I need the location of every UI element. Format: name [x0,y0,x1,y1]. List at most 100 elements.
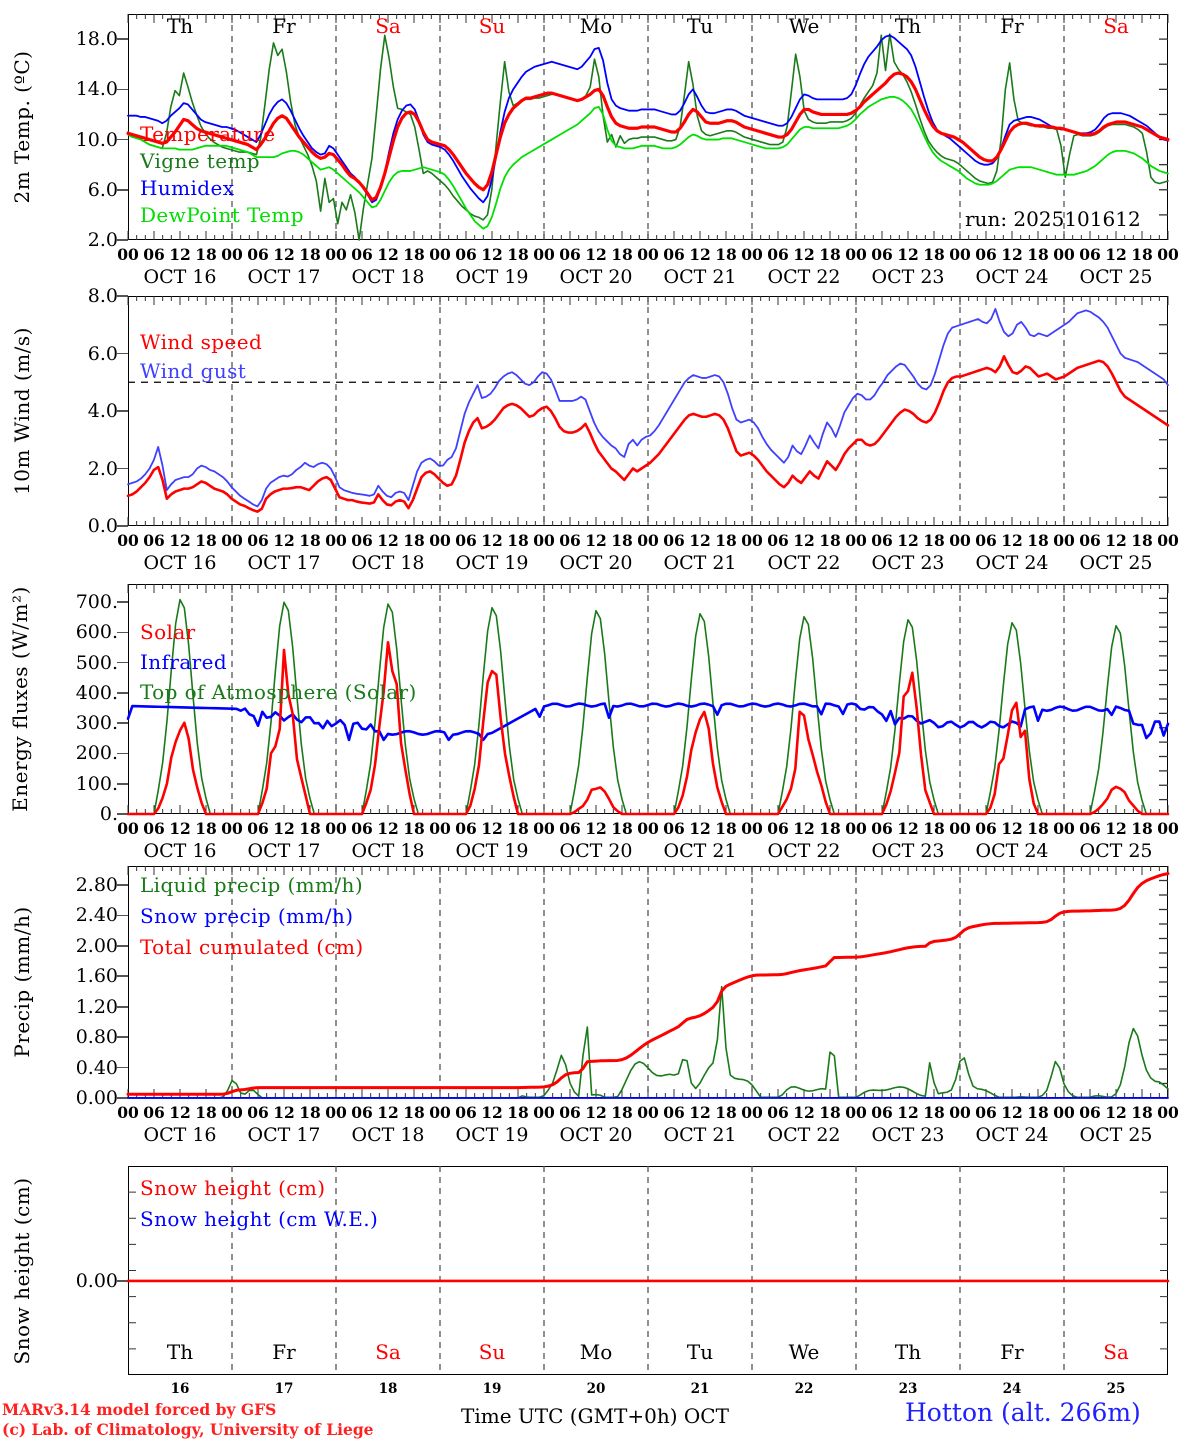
y-tick-label: 500. [75,651,118,674]
series-canvas-wind [126,296,1170,526]
x-hour-label: 12 [1105,1103,1127,1122]
y-tick-label: 200. [75,742,118,765]
x-hour-label: 18 [1131,1103,1153,1122]
x-day-label: OCT 24 [975,1124,1049,1146]
x-hour-label: 00 [637,531,659,550]
y-tick-label: 2.0 [87,457,118,480]
x-hour-label: 06 [351,1103,373,1122]
x-hour-label: 06 [871,531,893,550]
x-hour-label: 18 [195,1103,217,1122]
x-hour-label: 00 [1157,531,1179,550]
x-hour-label: 00 [533,245,555,264]
y-tick-label: 0.00 [75,1087,118,1109]
x-day-label: OCT 25 [1079,266,1153,288]
y-tick-label: 1.20 [75,995,118,1018]
y-axis-label-temperature: 2m Temp. (ºC) [10,50,34,204]
x-hour-label: 18 [299,531,321,550]
x-hour-label: 18 [1131,245,1153,264]
x-hour-label: 06 [455,531,477,550]
x-hour-label: 18 [923,531,945,550]
y-tick-mark [117,1005,128,1008]
x-day-label: OCT 23 [871,1124,945,1146]
x-day-number: 19 [482,1381,502,1397]
x-day-label: OCT 16 [143,552,217,574]
x-hour-label: 18 [507,819,529,838]
x-hour-label: 06 [767,1103,789,1122]
x-day-number: 24 [1002,1381,1022,1397]
x-day-label: OCT 22 [767,552,841,574]
x-day-label: OCT 22 [767,266,841,288]
x-hour-label: 06 [351,245,373,264]
x-hour-label: 00 [117,531,139,550]
x-hour-label: 18 [611,531,633,550]
x-hour-label: 00 [533,819,555,838]
x-hour-label: 00 [325,245,347,264]
day-of-week-label: Fr [1000,1340,1024,1364]
y-tick-label: 6.0 [87,178,118,201]
x-day-label: OCT 24 [975,840,1049,862]
x-hour-label: 06 [767,531,789,550]
legend-infrared: Infrared [140,650,228,674]
x-hour-label: 06 [1079,531,1101,550]
legend-total-cumulated-cm-: Total cumulated (cm) [140,935,364,959]
x-hour-label: 00 [1053,245,1075,264]
series-line-infrared [126,702,1170,742]
x-hour-label: 12 [377,531,399,550]
y-tick-mark [117,138,128,141]
x-hour-label: 00 [845,531,867,550]
x-day-number: 17 [274,1381,294,1397]
y-tick-label: 0.80 [75,1026,118,1049]
day-of-week-label: Fr [1000,14,1024,38]
x-hour-label: 00 [1157,819,1179,838]
y-tick-mark [117,1097,128,1099]
day-of-week-label: Mo [579,1340,613,1364]
x-hour-label: 00 [741,531,763,550]
x-hour-label: 18 [195,819,217,838]
series-line-temperature [126,71,1170,202]
x-hour-label: 12 [1001,819,1023,838]
x-day-label: OCT 18 [351,552,425,574]
series-line-dewpoint-temp [127,95,1169,230]
y-tick-label: 4.0 [87,400,118,422]
x-day-label: OCT 17 [247,840,321,862]
y-tick-label: 300. [75,712,118,735]
x-hour-label: 18 [403,819,425,838]
x-hour-label: 06 [455,819,477,838]
x-hour-label: 06 [975,531,997,550]
x-hour-label: 18 [299,819,321,838]
x-hour-label: 00 [741,245,763,264]
x-hour-label: 00 [741,819,763,838]
legend-snow-height-cm-: Snow height (cm) [140,1176,326,1200]
x-hour-label: 06 [975,819,997,838]
x-day-label: OCT 25 [1079,840,1153,862]
y-tick-mark [117,1280,128,1282]
x-hour-label: 12 [585,245,607,264]
x-hour-label: 00 [429,1103,451,1122]
x-hour-label: 06 [871,819,893,838]
x-hour-label: 18 [923,1103,945,1122]
x-hour-label: 12 [585,531,607,550]
y-tick-mark [117,631,128,634]
x-hour-label: 18 [819,245,841,264]
x-hour-label: 06 [871,245,893,264]
x-hour-label: 00 [221,819,243,838]
x-day-label: OCT 24 [975,266,1049,288]
x-day-label: OCT 16 [143,1124,217,1146]
x-day-label: OCT 25 [1079,552,1153,574]
y-tick-label: 2.00 [75,934,118,957]
x-hour-label: 12 [689,1103,711,1122]
x-hour-label: 06 [975,245,997,264]
x-hour-label: 00 [845,245,867,264]
x-hour-label: 12 [897,1103,919,1122]
x-hour-label: 12 [481,1103,503,1122]
x-hour-label: 12 [273,245,295,264]
x-hour-label: 06 [767,245,789,264]
y-tick-mark [117,884,128,886]
y-tick-mark [117,467,128,470]
series-line-wind-speed [126,355,1170,513]
x-hour-label: 12 [169,1103,191,1122]
x-hour-label: 06 [1079,1103,1101,1122]
day-of-week-label: Sa [375,1340,401,1364]
model-run-label: run: 2025101612 [965,207,1141,231]
x-hour-label: 06 [1079,245,1101,264]
